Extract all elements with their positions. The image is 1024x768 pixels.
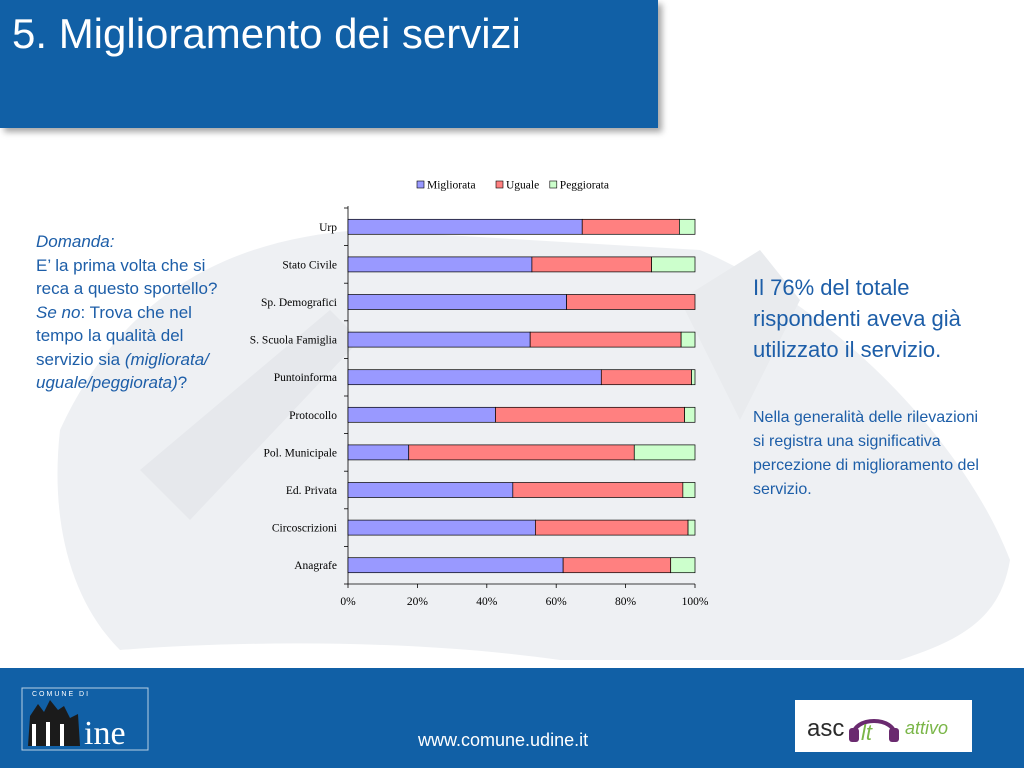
legend-label-uguale: Uguale (506, 180, 539, 192)
legend-label-migliorata: Migliorata (427, 180, 476, 192)
svg-text:asc: asc (807, 715, 844, 742)
x-tick-label: 80% (615, 596, 637, 608)
bar-segment-uguale (408, 444, 635, 461)
bar-segment-migliorata (347, 444, 410, 461)
bar-segment-uguale (512, 482, 684, 498)
svg-text:ine: ine (84, 715, 126, 752)
bar-segment-peggiorata (680, 331, 696, 348)
bar-segment-peggiorata (670, 557, 696, 574)
x-tick-label: 40% (476, 596, 498, 608)
slide-title: 5. Miglioramento dei servizi (12, 10, 521, 57)
question-mark: ? (177, 373, 188, 392)
bar-segment-peggiorata (687, 519, 696, 536)
bar-segment-uguale (600, 369, 692, 386)
x-tick-label: 20% (407, 596, 429, 608)
bar-segment-uguale (495, 406, 685, 423)
category-label: Puntoinforma (274, 372, 337, 384)
category-label: Urp (319, 222, 337, 234)
bar-segment-peggiorata (679, 218, 696, 235)
ascolto-attivo-logo: asc lt attivo (795, 700, 972, 752)
x-tick-label: 100% (682, 596, 709, 608)
bar-segment-peggiorata (684, 406, 696, 423)
bar-segment-migliorata (347, 218, 583, 235)
ascolto-attivo-graphic: asc lt attivo (807, 715, 948, 745)
bar-segment-uguale (566, 294, 696, 310)
bar-segment-uguale (562, 557, 672, 574)
answer-options: (migliorata/ uguale/peggiorata) (36, 349, 209, 393)
category-label: Ed. Privata (286, 485, 337, 497)
bar-segment-migliorata (347, 331, 531, 348)
if-no-text: : Trova che nel tempo la qualità del ser… (36, 302, 192, 369)
x-tick-label: 0% (340, 596, 356, 608)
category-label: Anagrafe (294, 560, 337, 572)
bar-segment-migliorata (347, 369, 602, 386)
bar-segment-migliorata (347, 482, 514, 498)
bar-segment-migliorata (347, 294, 567, 310)
x-tick-label: 60% (546, 596, 568, 608)
bar-segment-uguale (531, 256, 652, 273)
bar-segment-peggiorata (633, 444, 696, 461)
legend-swatch-migliorata (416, 180, 425, 189)
category-label: Pol. Municipale (264, 447, 337, 459)
footer-url[interactable]: www.comune.udine.it (418, 730, 589, 750)
category-label: S. Scuola Famiglia (250, 335, 337, 347)
bar-segment-uguale (581, 218, 680, 235)
category-label: Stato Civile (282, 259, 337, 271)
category-label: Circoscrizioni (272, 523, 337, 535)
bar-segment-peggiorata (691, 369, 696, 386)
findings-detail: Nella generalità delle rilevazioni si re… (753, 409, 979, 498)
question-block: Domanda: E’ la prima volta che si reca a… (36, 230, 226, 395)
bar-segment-peggiorata (682, 482, 696, 498)
comune-udine-logo: ine COMUNE DI (21, 687, 149, 752)
svg-text:COMUNE DI: COMUNE DI (32, 691, 90, 698)
question-label: Domanda: (36, 232, 115, 251)
question-followup: Se no: Trova che nel tempo la qualità de… (36, 301, 226, 395)
bar-segment-uguale (535, 519, 689, 536)
bar-segment-migliorata (347, 256, 533, 273)
category-label: Sp. Demografici (261, 297, 337, 309)
legend-swatch-peggiorata (549, 180, 558, 189)
legend-label-peggiorata: Peggiorata (560, 180, 609, 192)
title-bar: 5. Miglioramento dei servizi (0, 0, 658, 128)
bar-segment-uguale (529, 331, 682, 348)
question-text: E’ la prima volta che si reca a questo s… (36, 255, 218, 299)
category-label: Protocollo (289, 410, 337, 422)
bar-segment-migliorata (347, 406, 496, 423)
bar-segment-migliorata (347, 557, 564, 574)
if-no-label: Se no (36, 302, 81, 322)
legend-swatch-uguale (495, 180, 504, 189)
svg-text:attivo: attivo (905, 718, 948, 738)
svg-text:lt: lt (861, 720, 873, 745)
bar-segment-peggiorata (651, 256, 696, 273)
findings-headline: Il 76% del totale rispondenti aveva già … (753, 275, 961, 362)
stacked-bar-chart: Migliorata Uguale Peggiorata Urp Stato Civil… (250, 180, 709, 609)
bar-segment-migliorata (347, 519, 536, 536)
